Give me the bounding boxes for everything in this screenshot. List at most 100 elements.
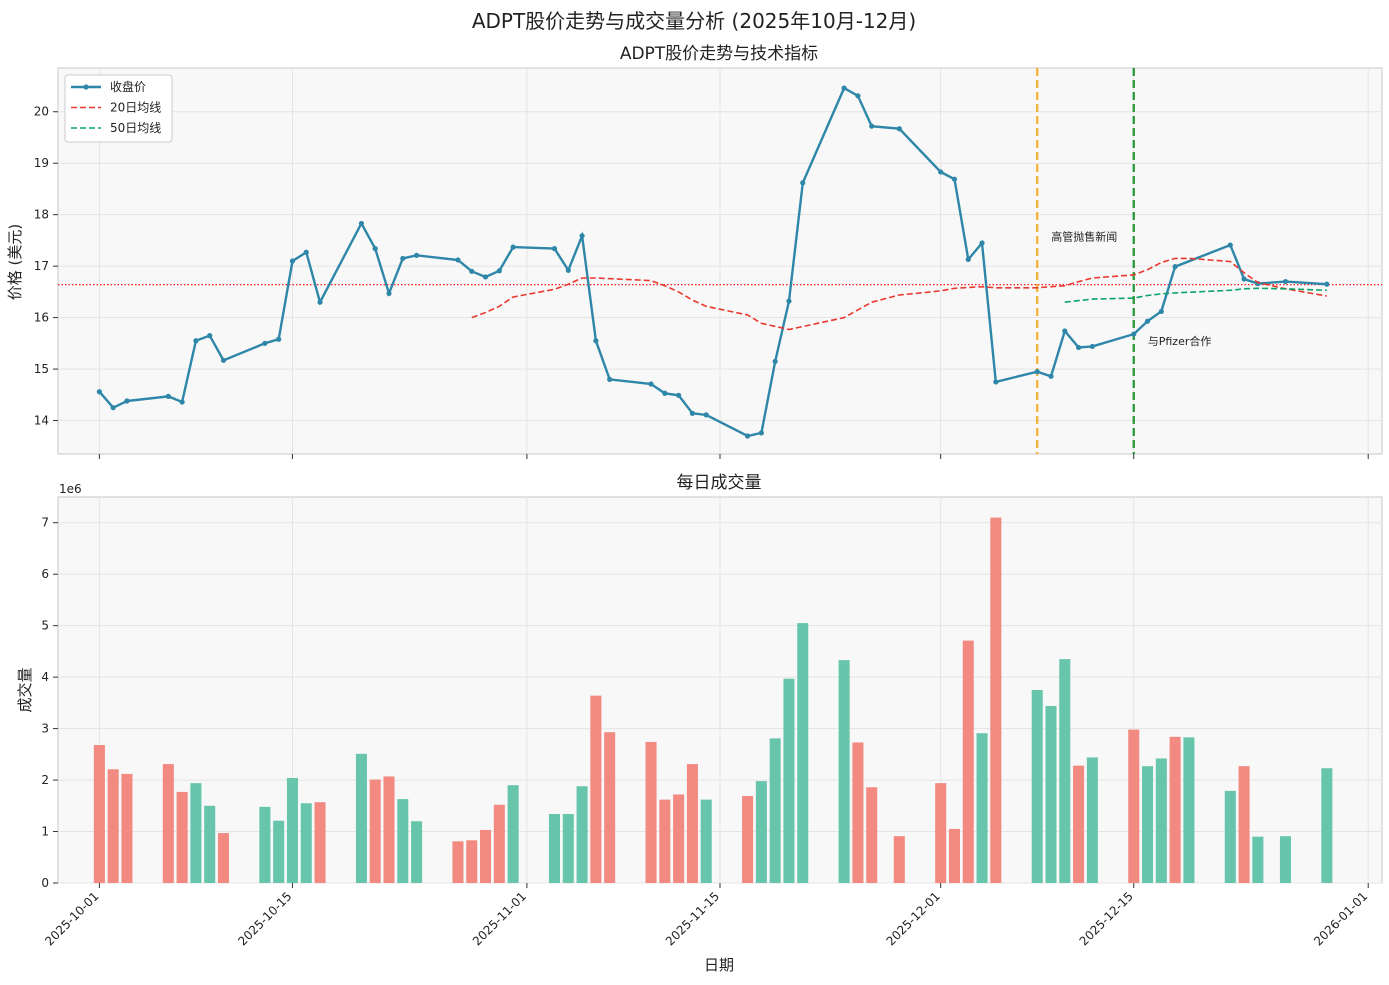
volume-bar — [507, 785, 519, 883]
close-price-point — [662, 390, 668, 396]
volume-bar — [259, 806, 271, 883]
volume-bar — [576, 786, 588, 883]
volume-bar — [217, 833, 230, 883]
volume-scale-note: 1e6 — [59, 482, 82, 496]
close-price-point — [1227, 242, 1233, 248]
volume-bar — [1279, 836, 1291, 883]
volume-y-tick-label: 1 — [41, 825, 49, 839]
close-price-point — [1034, 369, 1040, 375]
close-price-point — [317, 299, 323, 305]
volume-bar — [190, 783, 202, 883]
x-tick-label: 2025-10-01 — [42, 889, 101, 948]
volume-bar — [121, 773, 133, 883]
close-price-point — [1062, 328, 1068, 334]
volume-bar — [769, 738, 781, 883]
x-tick-label: 2025-12-01 — [884, 889, 943, 948]
volume-bar — [411, 821, 423, 883]
volume-bar — [1086, 757, 1098, 883]
close-price-point — [165, 393, 171, 399]
price-y-tick-label: 15 — [34, 362, 49, 376]
price-y-tick-label: 18 — [34, 208, 49, 222]
close-price-point — [482, 274, 489, 280]
close-price-point — [1075, 344, 1082, 351]
close-price-point — [744, 433, 751, 439]
close-price-point — [993, 379, 999, 385]
x-tick-label: 2025-10-15 — [235, 889, 294, 948]
close-price-point — [772, 358, 778, 364]
close-price-point — [400, 255, 406, 262]
close-price-point — [841, 85, 847, 91]
close-price-point — [289, 258, 296, 264]
close-price-point — [455, 257, 461, 263]
close-price-point — [703, 412, 709, 418]
price-y-tick-label: 19 — [34, 156, 49, 170]
close-price-point — [496, 268, 502, 274]
close-price-point — [262, 340, 268, 346]
volume-bar — [273, 820, 285, 883]
close-price-point — [124, 398, 130, 404]
close-price-point — [179, 399, 185, 405]
volume-bar — [1224, 790, 1236, 883]
volume-bar — [162, 764, 174, 883]
volume-bar — [1183, 737, 1195, 883]
volume-y-tick-label: 5 — [41, 619, 49, 633]
volume-bar — [700, 799, 712, 883]
legend-marker — [83, 84, 89, 90]
volume-bar — [1031, 690, 1043, 883]
volume-bar — [562, 814, 574, 883]
volume-y-tick-label: 4 — [41, 670, 49, 684]
volume-bar — [838, 660, 850, 883]
close-price-point — [855, 93, 861, 99]
price-panel-title: ADPT股价走势与技术指标 — [620, 44, 818, 64]
volume-bar — [300, 803, 312, 883]
volume-bar — [1142, 766, 1154, 883]
close-price-point — [1282, 278, 1289, 285]
close-price-point — [1158, 308, 1164, 315]
volume-bar — [1045, 705, 1057, 883]
close-price-point — [1241, 276, 1247, 282]
legend-box — [64, 74, 173, 143]
close-price-point — [648, 381, 654, 387]
event-label: 与Pfizer合作 — [1148, 334, 1212, 348]
close-price-point — [938, 169, 944, 175]
close-price-point — [676, 392, 682, 398]
x-tick-label: 2026-01-01 — [1311, 889, 1370, 948]
close-price-point — [758, 430, 764, 436]
legend-label: 收盘价 — [110, 79, 146, 94]
close-price-point — [386, 290, 392, 297]
volume-bar — [548, 814, 561, 883]
volume-y-tick-label: 0 — [41, 876, 49, 890]
volume-bar — [990, 517, 1002, 883]
volume-bar — [1252, 836, 1264, 883]
close-price-point — [1131, 331, 1137, 337]
close-price-point — [551, 246, 558, 252]
volume-bar — [1155, 758, 1167, 883]
legend: 收盘价 20日均线 50日均线 — [64, 74, 173, 143]
volume-bar — [852, 742, 864, 883]
volume-bar — [755, 781, 767, 883]
event-label: 高管抛售新闻 — [1051, 229, 1117, 243]
close-price-point — [220, 357, 227, 363]
volume-bar — [369, 779, 381, 883]
volume-bar — [659, 799, 671, 883]
close-price-point — [593, 338, 599, 344]
close-price-point — [1089, 343, 1095, 350]
close-price-point — [607, 376, 613, 382]
volume-panel: 0 1 2 3 4 5 6 7 2025-10-01 2025-10-15 2025-11-01 20… — [41, 496, 1383, 948]
volume-bar — [590, 695, 602, 883]
price-y-tick-label: 16 — [34, 311, 49, 325]
volume-y-tick-label: 7 — [41, 516, 49, 530]
legend-label: 20日均线 — [110, 101, 161, 115]
volume-y-tick-label: 3 — [41, 722, 49, 736]
close-price-point — [896, 126, 902, 132]
volume-bar — [107, 769, 119, 883]
volume-bar — [686, 764, 698, 883]
volume-bar — [452, 841, 464, 883]
volume-bar — [1238, 766, 1250, 883]
close-price-point — [565, 267, 571, 273]
volume-bar — [866, 787, 878, 883]
volume-bar — [1128, 729, 1140, 883]
volume-bar — [383, 776, 395, 883]
